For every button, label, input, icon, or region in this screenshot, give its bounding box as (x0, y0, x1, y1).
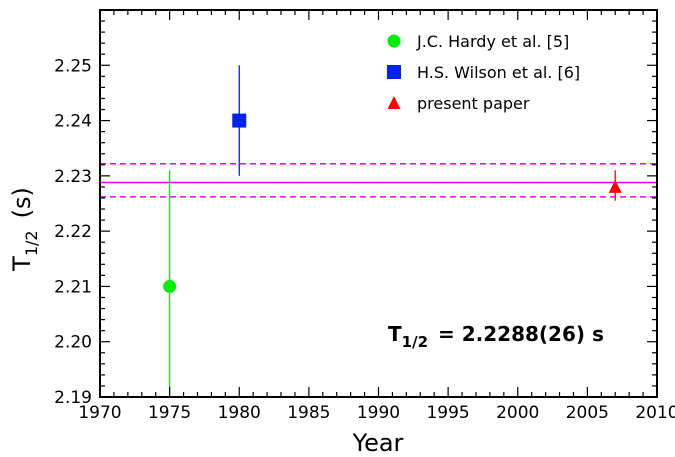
legend-label: H.S. Wilson et al. [6] (417, 63, 580, 82)
axis-ticks (99, 9, 658, 398)
y-tick-labels: 2.19 2.20 2.21 2.22 2.23 2.24 2.25 (54, 56, 92, 408)
y-tick-label: 2.23 (54, 167, 92, 187)
y-tick-label: 2.20 (54, 333, 92, 353)
legend-marker-circle (387, 34, 401, 48)
annotation-main: T (388, 322, 402, 346)
x-tick-label: 1975 (148, 403, 191, 423)
result-annotation: T1/2 = 2.2288(26) s (388, 322, 604, 351)
reference-lines (100, 162, 657, 198)
x-tick-label: 1995 (426, 403, 469, 423)
x-tick-label: 1985 (287, 403, 330, 423)
legend-label: J.C. Hardy et al. [5] (416, 32, 569, 51)
data-point-triangle (608, 179, 622, 193)
x-tick-label: 2005 (566, 403, 609, 423)
y-tick-label: 2.19 (54, 388, 92, 408)
y-axis-title-main: T (8, 256, 36, 272)
y-axis-title: T1/2 (s) (8, 187, 41, 272)
y-axis-title-subscript: 1/2 (22, 230, 41, 256)
annotation-value: = 2.2288(26) s (438, 322, 604, 346)
x-tick-label: 1990 (357, 403, 400, 423)
y-axis-title-unit: (s) (8, 187, 36, 218)
y-tick-label: 2.24 (54, 112, 92, 132)
x-tick-labels: 1970 1975 1980 1985 1990 1995 2000 2005 2010 (78, 403, 675, 423)
y-tick-label: 2.21 (54, 277, 92, 297)
x-tick-label: 2000 (496, 403, 539, 423)
y-tick-label: 2.22 (54, 222, 92, 242)
legend-marker-triangle (387, 96, 401, 109)
data-point-circle (163, 279, 177, 293)
y-tick-label: 2.25 (54, 56, 92, 76)
x-tick-label: 2010 (635, 403, 675, 423)
data-markers (163, 113, 622, 293)
x-axis-title: Year (352, 429, 404, 457)
annotation-subscript: 1/2 (402, 333, 428, 351)
legend: J.C. Hardy et al. [5] H.S. Wilson et al. … (387, 32, 580, 113)
x-tick-label: 1980 (218, 403, 261, 423)
legend-label: present paper (417, 94, 530, 113)
x-tick-label: 1970 (78, 403, 121, 423)
legend-marker-square (387, 65, 401, 79)
data-point-square (232, 113, 247, 128)
